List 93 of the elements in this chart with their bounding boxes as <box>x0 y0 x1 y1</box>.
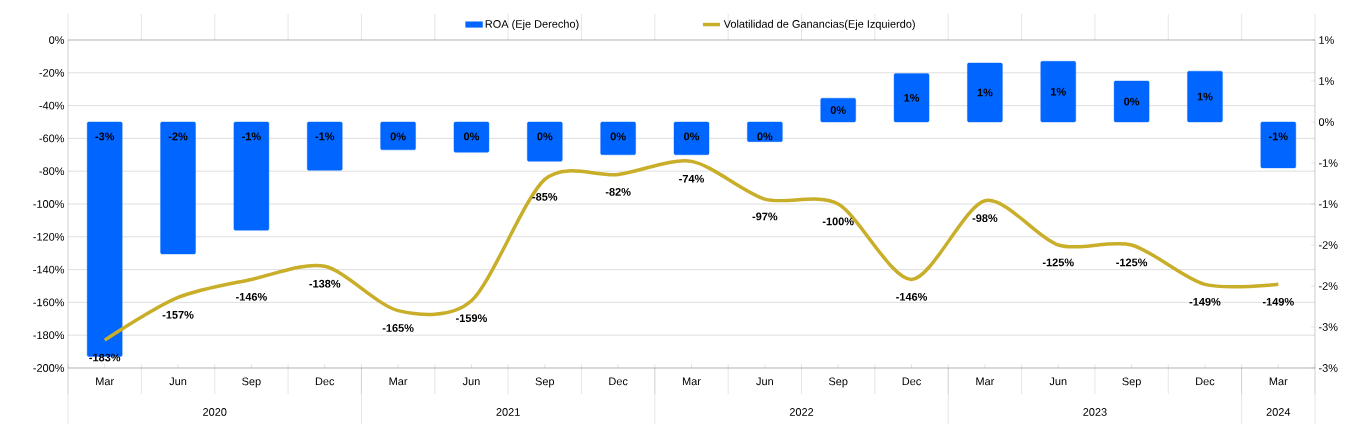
data-label: 0% <box>830 106 846 115</box>
bar <box>1040 61 1076 123</box>
bar <box>893 73 930 123</box>
y-tick-label: -20% <box>39 69 65 77</box>
data-label: -2% <box>168 132 188 141</box>
data-label: -138% <box>309 279 341 288</box>
y2-tick-label: 1% <box>1319 36 1334 44</box>
data-label: -74% <box>679 174 704 183</box>
legend-label: Volatilidad de Ganancias(Eje Izquierdo) <box>723 19 915 31</box>
text: 2021 <box>496 408 520 416</box>
y2-tick-label: -2% <box>1318 241 1338 249</box>
x-tick-label: Jun <box>462 377 480 386</box>
data-label: -97% <box>752 212 778 221</box>
data-label: -98% <box>972 214 998 223</box>
bar <box>747 121 783 142</box>
data-label: -157% <box>162 311 194 319</box>
data-label: 0% <box>1124 97 1140 106</box>
data-label: -125% <box>1116 258 1148 267</box>
data-label: 0% <box>610 132 626 141</box>
data-label: 0% <box>537 132 553 141</box>
bar <box>967 62 1003 123</box>
bar <box>673 121 710 156</box>
y2-tick-label: -2% <box>1318 282 1338 290</box>
data-label: -149% <box>1262 297 1294 306</box>
bar <box>160 121 196 255</box>
data-label: -82% <box>605 188 631 196</box>
y2-tick-label: -1% <box>1318 200 1338 208</box>
y2-tick-label: 0% <box>1318 118 1334 126</box>
text: 2023 <box>1083 408 1107 416</box>
text: 2020 <box>203 408 227 416</box>
bar <box>1260 121 1296 169</box>
data-label: -146% <box>896 293 928 301</box>
y-tick-label: 0% <box>49 36 65 44</box>
legend-label: ROA (Eje Derecho) <box>485 19 579 31</box>
data-label: 1% <box>1051 87 1066 96</box>
data-label: 0% <box>684 132 700 141</box>
x-tick-label: Jun <box>756 377 773 386</box>
data-label: -85% <box>532 193 558 201</box>
bar <box>233 121 270 231</box>
y-tick-label: -80% <box>39 167 65 176</box>
bar <box>1187 71 1223 123</box>
x-tick-label: Dec <box>315 377 335 386</box>
y-tick-label: -120% <box>33 233 65 241</box>
x-tick-label: Mar <box>96 377 114 386</box>
data-label: 0% <box>463 132 480 141</box>
y-tick-label: -60% <box>39 134 65 143</box>
data-label: -125% <box>1042 258 1074 267</box>
data-label: 1% <box>977 88 993 97</box>
bar <box>1113 80 1150 123</box>
bar <box>380 121 416 151</box>
bar <box>453 121 490 153</box>
x-tick-label: Dec <box>902 377 921 386</box>
data-label: -159% <box>456 314 487 323</box>
y2-tick-label: -3% <box>1318 323 1338 331</box>
y-tick-label: -200% <box>33 364 65 372</box>
x-tick-label: Sep <box>535 377 555 388</box>
x-tick-label: Jun <box>169 377 187 386</box>
data-label: -1% <box>1268 132 1288 141</box>
x-tick-label: Mar <box>976 377 995 386</box>
y-tick-label: -140% <box>33 265 65 274</box>
data-label: -3% <box>95 132 115 141</box>
y2-tick-label: -3% <box>1318 364 1338 372</box>
data-label: -149% <box>1189 297 1221 306</box>
data-label: 1% <box>1197 92 1213 101</box>
x-tick-label: Mar <box>389 377 408 386</box>
data-label: -146% <box>235 293 267 301</box>
x-tick-label: Sep <box>1122 377 1141 388</box>
x-tick-label: Sep <box>828 377 848 388</box>
bar <box>307 121 343 171</box>
text: 2022 <box>789 408 814 416</box>
x-tick-label: Jun <box>1049 377 1067 386</box>
x-tick-label: Sep <box>242 377 261 388</box>
data-label: 0% <box>390 132 406 141</box>
x-tick-label: Mar <box>1269 377 1288 386</box>
y2-tick-label: -1% <box>1318 159 1338 167</box>
data-label: 1% <box>904 94 920 102</box>
data-label: 0% <box>757 132 773 141</box>
bar <box>600 121 636 156</box>
data-label: -100% <box>822 217 854 226</box>
data-label: -165% <box>382 324 414 332</box>
y-tick-label: -160% <box>33 298 65 307</box>
bar <box>527 121 563 162</box>
text: 2024 <box>1266 408 1291 416</box>
data-label: -1% <box>242 132 261 141</box>
y-tick-label: -100% <box>33 200 65 208</box>
y-tick-label: -40% <box>39 101 65 110</box>
y-tick-label: -180% <box>33 331 65 340</box>
bar <box>820 98 856 123</box>
x-tick-label: Dec <box>609 377 628 386</box>
y2-tick-label: 1% <box>1319 77 1334 85</box>
x-tick-label: Dec <box>1196 377 1215 386</box>
data-label: -1% <box>315 132 335 141</box>
x-tick-label: Mar <box>682 377 701 386</box>
